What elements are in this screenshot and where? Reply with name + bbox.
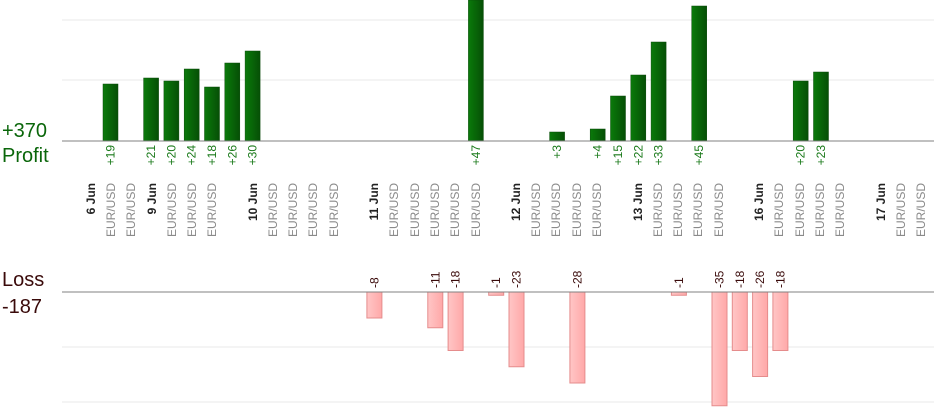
date-label: 6 Jun — [84, 183, 98, 214]
profit-data-label: +3 — [550, 145, 564, 159]
x-tick-label: EUR/USD — [914, 183, 928, 237]
profit-bar — [204, 86, 220, 142]
profit-bar — [224, 62, 241, 142]
x-tick-label: EUR/USD — [104, 183, 118, 237]
profit-bars: +19 +21 +20 +24 +18 +26 +30 +47 +3 +4 +15 +22 +33 +45… — [102, 0, 829, 166]
profit-bar — [792, 80, 809, 142]
x-tick-label: EUR/USD — [772, 183, 786, 237]
x-tick-label: EUR/USD — [387, 183, 401, 237]
x-tick-labels: EUR/USD EUR/USD EUR/USD EUR/USD EUR/USD EUR/U… — [104, 183, 928, 237]
x-tick-label: EUR/USD — [185, 183, 199, 237]
loss-data-label: -18 — [773, 270, 787, 288]
loss-bar — [752, 291, 769, 377]
profit-data-label: +33 — [652, 145, 666, 166]
loss-data-label: -23 — [510, 270, 524, 288]
loss-data-label: -1 — [489, 277, 503, 288]
profit-data-label: +21 — [144, 145, 158, 166]
date-label: 12 Jun — [509, 183, 523, 221]
loss-label: Loss — [2, 269, 45, 291]
loss-data-label: -8 — [367, 277, 381, 288]
loss-bar — [772, 291, 789, 351]
loss-data-label: -28 — [570, 270, 584, 288]
profit-data-label: +19 — [104, 145, 118, 166]
profit-bar — [691, 5, 707, 142]
profit-data-label: +30 — [246, 145, 260, 166]
loss-data-label: -18 — [733, 270, 747, 288]
profit-bar — [102, 83, 119, 142]
x-tick-label: EUR/USD — [529, 183, 543, 237]
loss-data-label: -26 — [753, 270, 767, 288]
loss-bars: -8 -11 -18 -1 -23 -28 -1 -35 -18 -26 -18 — [366, 270, 789, 407]
profit-data-label: +24 — [185, 145, 199, 166]
x-tick-label: EUR/USD — [428, 183, 442, 237]
profit-data-label: +15 — [611, 145, 625, 166]
profit-data-label: +4 — [591, 145, 605, 159]
x-tick-label: EUR/USD — [793, 183, 807, 237]
profit-label: Profit — [2, 145, 49, 167]
profit-bar — [183, 68, 200, 142]
date-label: 11 Jun — [367, 183, 381, 220]
profit-total: +370 — [2, 120, 48, 142]
date-label: 17 Jun — [874, 183, 888, 221]
profit-bar — [610, 95, 626, 142]
profit-bar — [589, 128, 606, 142]
x-tick-label: EUR/USD — [286, 183, 300, 237]
x-tick-label: EUR/USD — [691, 183, 705, 237]
date-labels: 6 Jun 9 Jun 10 Jun 11 Jun 12 Jun 13 Jun 16 Jun… — [84, 183, 888, 221]
date-label: 16 Jun — [752, 183, 766, 221]
x-tick-label: EUR/USD — [549, 183, 563, 237]
loss-bar — [731, 291, 748, 351]
profit-data-label: +26 — [225, 145, 239, 166]
x-tick-label: EUR/USD — [408, 183, 422, 237]
x-tick-label: EUR/USD — [671, 183, 685, 237]
profit-data-label: +47 — [469, 145, 483, 166]
x-tick-label: EUR/USD — [266, 183, 280, 237]
x-tick-label: EUR/USD — [590, 183, 604, 237]
x-tick-label: EUR/USD — [469, 183, 483, 237]
x-tick-label: EUR/USD — [165, 183, 179, 237]
profit-data-label: +18 — [205, 145, 219, 166]
loss-data-label: -18 — [449, 270, 463, 288]
profit-bar — [468, 0, 484, 142]
profit-bar — [549, 131, 565, 142]
profit-data-label: +20 — [794, 145, 808, 166]
profit-data-label: +23 — [814, 145, 828, 166]
profit-bar — [813, 71, 829, 142]
loss-total: -187 — [2, 296, 43, 318]
profit-data-label: +22 — [631, 145, 645, 166]
x-tick-label: EUR/USD — [124, 183, 138, 237]
loss-bar — [366, 291, 383, 319]
x-tick-label: EUR/USD — [570, 183, 584, 237]
profit-bar — [650, 41, 667, 142]
loss-bar — [427, 291, 444, 329]
date-label: 10 Jun — [246, 183, 260, 221]
loss-bar — [711, 291, 728, 407]
loss-bar — [508, 291, 525, 368]
profit-bar — [244, 50, 261, 142]
profit-bar — [630, 74, 647, 142]
date-label: 9 Jun — [145, 183, 159, 214]
profit-bar — [163, 80, 180, 142]
date-label: 13 Jun — [631, 183, 645, 221]
profit-data-label: +45 — [692, 145, 706, 166]
loss-data-label: -1 — [672, 277, 686, 288]
x-tick-label: EUR/USD — [205, 183, 219, 237]
x-tick-label: EUR/USD — [712, 183, 726, 237]
x-tick-label: EUR/USD — [306, 183, 320, 237]
loss-data-label: -11 — [428, 271, 442, 288]
x-tick-label: EUR/USD — [448, 183, 462, 237]
profit-bar — [143, 77, 159, 142]
x-tick-label: EUR/USD — [894, 183, 908, 237]
loss-data-label: -35 — [713, 270, 727, 288]
gridlines — [62, 19, 934, 403]
x-tick-label: EUR/USD — [327, 183, 341, 237]
x-tick-label: EUR/USD — [651, 183, 665, 237]
x-tick-label: EUR/USD — [833, 183, 847, 237]
x-tick-label: EUR/USD — [813, 183, 827, 237]
loss-bar — [569, 291, 586, 384]
profit-data-label: +20 — [164, 145, 178, 166]
loss-bar — [447, 291, 464, 351]
